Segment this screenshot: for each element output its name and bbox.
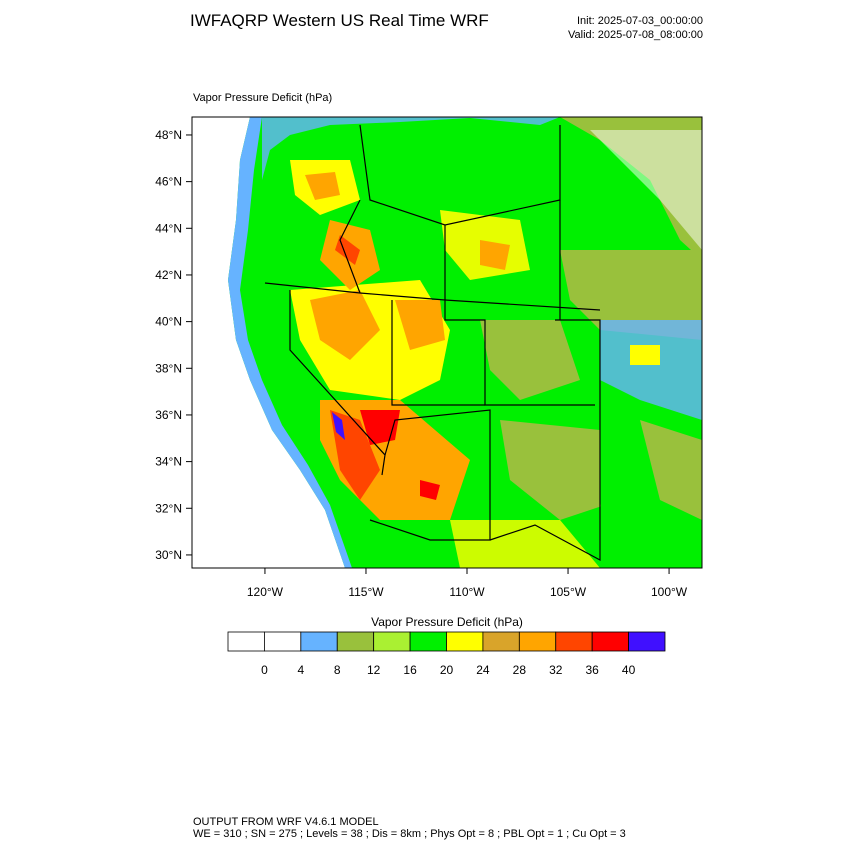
y-tick-label: 38°N [155,361,182,375]
x-tick-label: 100°W [651,585,688,599]
field-label: Vapor Pressure Deficit (hPa) [193,92,332,104]
colorbar-label: 16 [403,663,417,677]
y-tick-label: 46°N [155,175,182,189]
colorbar-box [264,631,302,652]
title: IWFAQRP Western US Real Time WRF [190,11,489,30]
map-frame [191,116,703,569]
colorbar-box [373,631,411,652]
x-tick-label: 115°W [348,585,384,599]
colorbar-label: 20 [440,663,454,677]
valid-time: Valid: 2025-07-08_08:00:00 [568,29,703,41]
colorbar-label: 4 [297,663,304,677]
footer-line: OUTPUT FROM WRF V4.6.1 MODEL [193,816,379,828]
x-tick-label: 110°W [449,585,485,599]
colorbar-box [336,631,375,652]
colorbar-label: 0 [261,663,268,677]
colorbar-title: Vapor Pressure Deficit (hPa) [371,615,523,629]
colorbar-label: 32 [549,663,563,677]
y-tick-label: 34°N [155,455,182,469]
colorbar-box [482,631,520,652]
colorbar-label: 12 [367,663,381,677]
colorbar-box [555,631,593,652]
colorbar-box [227,631,265,652]
colorbar-box [518,631,557,652]
y-tick-label: 40°N [155,315,182,329]
colorbar-box [628,631,666,652]
colorbar-label: 40 [622,663,636,677]
colorbar-label: 36 [585,663,599,677]
y-tick-label: 44°N [155,221,182,235]
colorbar-label: 24 [476,663,490,677]
colorbar-box [446,631,484,652]
y-tick-label: 42°N [155,268,182,282]
colorbar-label: 8 [334,663,341,677]
x-tick-label: 105°W [550,585,587,599]
y-tick-label: 36°N [155,408,182,422]
colorbar-box [409,631,447,652]
y-tick-label: 32°N [155,501,182,515]
y-tick-label: 48°N [155,128,182,142]
colorbar-box [300,631,338,652]
y-tick-label: 30°N [155,548,182,562]
colorbar-label: 28 [513,663,527,677]
init-time: Init: 2025-07-03_00:00:00 [577,15,703,27]
x-tick-label: 120°W [247,585,284,599]
vpd-field [192,117,702,568]
state-borders [264,124,601,562]
footer-line: WE = 310 ; SN = 275 ; Levels = 38 ; Dis … [193,828,626,840]
colorbar-box [591,631,629,652]
